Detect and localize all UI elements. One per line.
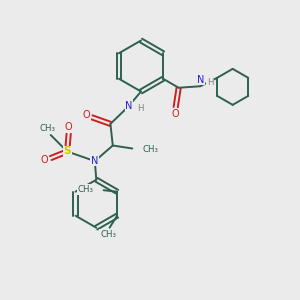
Text: N: N: [197, 75, 205, 85]
Text: H: H: [207, 78, 213, 87]
Text: O: O: [82, 110, 90, 120]
Text: S: S: [64, 146, 71, 157]
Text: CH₃: CH₃: [78, 185, 94, 194]
Text: N: N: [91, 155, 98, 166]
Text: CH₃: CH₃: [100, 230, 116, 239]
Text: CH₃: CH₃: [39, 124, 55, 133]
Text: O: O: [40, 155, 48, 166]
Text: CH₃: CH₃: [143, 145, 159, 154]
Text: O: O: [171, 109, 179, 119]
Text: O: O: [65, 122, 73, 132]
Text: N: N: [125, 101, 133, 111]
Text: H: H: [137, 104, 144, 113]
